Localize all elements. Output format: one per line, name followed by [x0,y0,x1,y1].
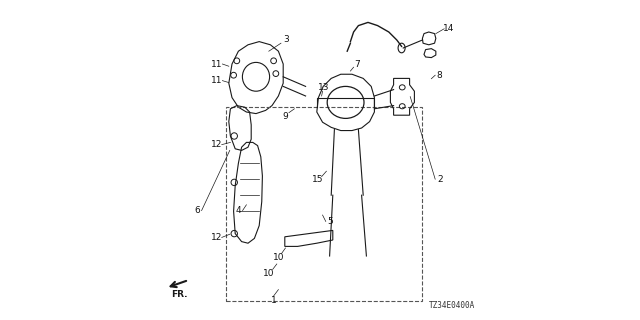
Text: 4: 4 [236,206,241,215]
Text: 8: 8 [436,71,442,80]
Text: FR.: FR. [172,290,188,299]
Text: 3: 3 [284,35,289,44]
Text: 12: 12 [211,233,223,242]
Text: 2: 2 [437,175,443,184]
Text: 12: 12 [211,140,223,149]
Text: 10: 10 [273,253,285,262]
Text: 11: 11 [211,60,223,68]
Text: TZ34E0400A: TZ34E0400A [429,301,475,310]
Bar [226,107,422,301]
Text: 15: 15 [312,175,323,184]
Text: 5: 5 [328,217,333,226]
Text: 11: 11 [211,76,223,85]
Text: 13: 13 [318,83,330,92]
Text: 10: 10 [263,269,275,278]
Text: 1: 1 [271,296,276,305]
Text: 14: 14 [443,24,454,33]
Text: 9: 9 [282,112,287,121]
Text: 7: 7 [354,60,360,68]
Text: 6: 6 [194,206,200,215]
